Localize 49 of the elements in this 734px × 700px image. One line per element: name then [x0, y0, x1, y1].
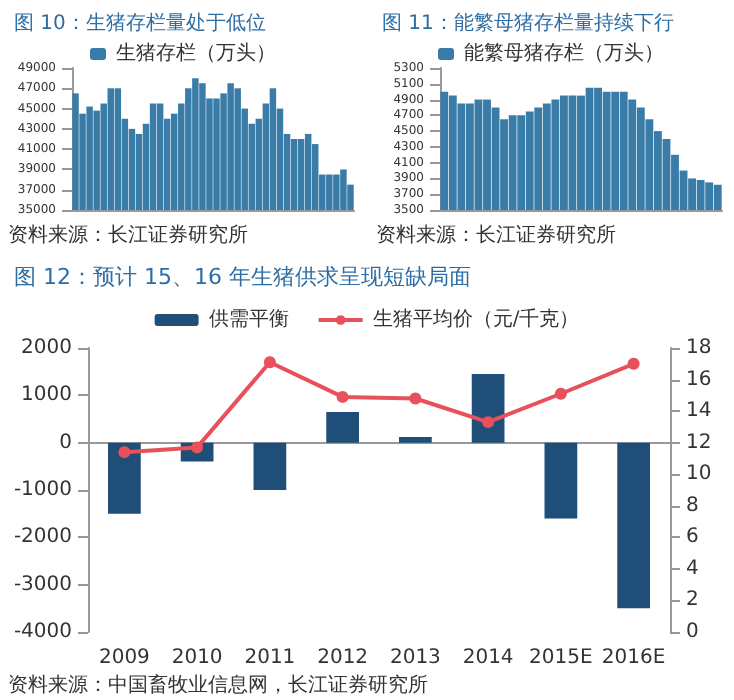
point: [118, 446, 131, 459]
y-tick-label: 1000: [21, 384, 72, 407]
legend-label: 能繁母猪存栏（万头）: [464, 41, 664, 65]
point: [336, 390, 349, 403]
x-tick-label: 2015E: [529, 647, 593, 669]
bar: [617, 442, 650, 609]
bar: [326, 411, 359, 443]
legend-label: 供需平衡: [208, 307, 289, 331]
chart-title: 图 10：生猪存栏量处于低位: [14, 11, 266, 35]
y2-tick-label: 16: [686, 368, 712, 391]
x-tick-label: 2014: [462, 647, 514, 669]
y2-tick-label: 10: [686, 463, 712, 486]
y2-tick-label: 0: [686, 621, 699, 643]
point: [409, 392, 422, 405]
x-tick-label: 2011: [244, 647, 296, 669]
y2-tick-label: 12: [686, 431, 712, 454]
bar: [544, 442, 578, 519]
x-tick-label: 2010: [171, 647, 223, 669]
y-tick-label: -3000: [13, 573, 72, 596]
y2-tick-label: 8: [686, 494, 699, 517]
bar: [108, 442, 141, 514]
y-tick-label: -1000: [13, 479, 72, 501]
chart-title: 图 12：预计 15、16 年生猪供求呈现短缺局面: [14, 264, 471, 290]
bar: [399, 436, 432, 443]
y2-tick-label: 4: [686, 557, 699, 580]
y2-tick-label: 18: [686, 337, 712, 359]
y-tick-label: 2000: [21, 337, 72, 359]
x-tick-label: 2012: [317, 647, 369, 669]
bar: [471, 374, 505, 443]
text: 资料来源：长江证券研究所: [376, 223, 616, 247]
y2-tick-label: 14: [686, 400, 712, 423]
legend-label: 生猪平均价（元/千克）: [372, 307, 580, 331]
y-tick-label: -2000: [13, 526, 72, 549]
point: [263, 356, 276, 369]
y2-tick-label: 2: [686, 589, 699, 612]
y-tick-label: 0: [59, 431, 72, 454]
point: [554, 387, 567, 400]
legend-label: 生猪存栏（万头）: [116, 41, 276, 65]
text: 资料来源：中国畜牧业信息网，长江证券研究所: [8, 673, 428, 697]
bar: [253, 442, 287, 490]
x-tick-label: 2013: [389, 647, 441, 669]
point: [482, 416, 495, 429]
y2-tick-label: 6: [686, 526, 699, 549]
x-tick-label: 2016E: [601, 647, 666, 669]
y-tick-label: -4000: [13, 621, 72, 643]
chart-title: 图 11：能繁母猪存栏量持续下行: [382, 11, 674, 35]
text: 资料来源：长江证券研究所: [8, 223, 248, 247]
x-tick-label: 2009: [98, 647, 150, 669]
point: [627, 357, 640, 370]
